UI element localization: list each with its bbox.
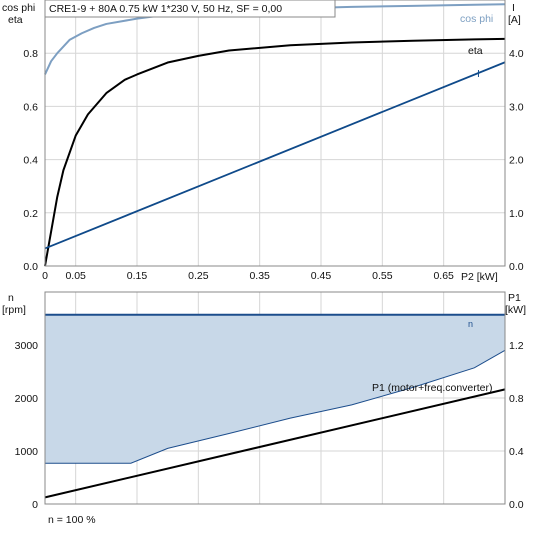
top-x-tick-label: 0.15 [127,270,148,282]
bottom-y-left-tick-label: 2000 [15,393,39,405]
bottom-right-axis-label-unit: [kW] [505,304,526,316]
top-right-axis-label-unit: [A] [508,14,521,26]
series-label-cosphi: cos phi [460,13,493,25]
series-label-speed: n [468,319,473,329]
top-x-tick-label: 0.65 [433,270,454,282]
bottom-chart-frame [44,291,506,505]
bottom-y-right-tick-label: 0.4 [509,446,524,458]
top-x-tick-label: 0.25 [188,270,209,282]
top-y-right-tick-label: 1.0 [509,208,524,220]
bottom-y-left-tick-label: 0 [32,499,38,511]
top-y-right-tick-label: 0.0 [509,261,524,273]
top-y-left-tick-label: 0.2 [23,208,38,220]
top-x-tick-label: 0.55 [372,270,393,282]
top-y-left-tick-label: 0.6 [23,101,38,113]
top-x-tick-label: 0.35 [249,270,270,282]
bottom-right-axis-label-p1: P1 [508,292,521,304]
top-x-tick-label: 0.45 [311,270,332,282]
top-y-left-tick-label: 0.8 [23,48,38,60]
cosphi-curve [44,3,506,75]
series-label-p1: P1 (motor+freq.converter) [372,382,493,394]
top-chart: 0 0.05 0.15 0.25 0.35 0.45 0.55 0.65 0.0 0.2 0.4 0.… [2,0,524,283]
top-left-axis-label-eta: eta [8,14,23,26]
bottom-chart-series [44,313,506,499]
p1-curve [44,388,506,499]
series-label-eta: eta [468,45,483,57]
top-x-tick-label: 0.05 [65,270,86,282]
top-x-tick-label: 0 [42,270,48,282]
bottom-y-right-tick-label: 0.8 [509,393,524,405]
eta-curve [44,37,506,267]
current-curve [44,61,506,250]
bottom-left-axis-label-n: n [8,292,14,304]
bottom-y-right-tick-label: 0.0 [509,499,524,511]
footer-note: n = 100 % [48,514,96,526]
chart-title-box [44,0,336,18]
bottom-left-axis-label-unit: [rpm] [2,304,26,316]
top-right-axis-label-i: I [512,2,515,14]
top-y-left-tick-label: 0.4 [23,155,38,167]
bottom-y-left-tick-label: 1000 [15,446,39,458]
top-y-right-tick-label: 4.0 [509,48,524,60]
top-chart-series [44,3,506,267]
top-left-axis-label-cosphi: cos phi [2,2,35,14]
bottom-y-right-tick-label: 1.2 [509,340,524,352]
series-label-current: I [477,68,480,80]
top-x-axis-label: P2 [kW] [461,271,498,283]
bottom-chart: 0 1000 2000 3000 0.0 0.4 0.8 1.2 n [rpm] P1 [kW… [2,291,526,526]
speed-range-area [45,314,505,464]
top-chart-ticks: 0 0.05 0.15 0.25 0.35 0.45 0.55 0.65 0.0 0.2 0.4 0.… [23,48,523,282]
speed-min-line [45,349,506,464]
top-chart-frame [44,0,506,267]
bottom-chart-ticks: 0 1000 2000 3000 0.0 0.4 0.8 1.2 [15,340,524,511]
top-y-left-tick-label: 0.0 [23,261,38,273]
top-y-right-tick-label: 2.0 [509,155,524,167]
bottom-y-left-tick-label: 3000 [15,340,39,352]
chart-title: CRE1-9 + 80A 0.75 kW 1*230 V, 50 Hz, SF … [49,3,282,15]
top-y-right-tick-label: 3.0 [509,101,524,113]
